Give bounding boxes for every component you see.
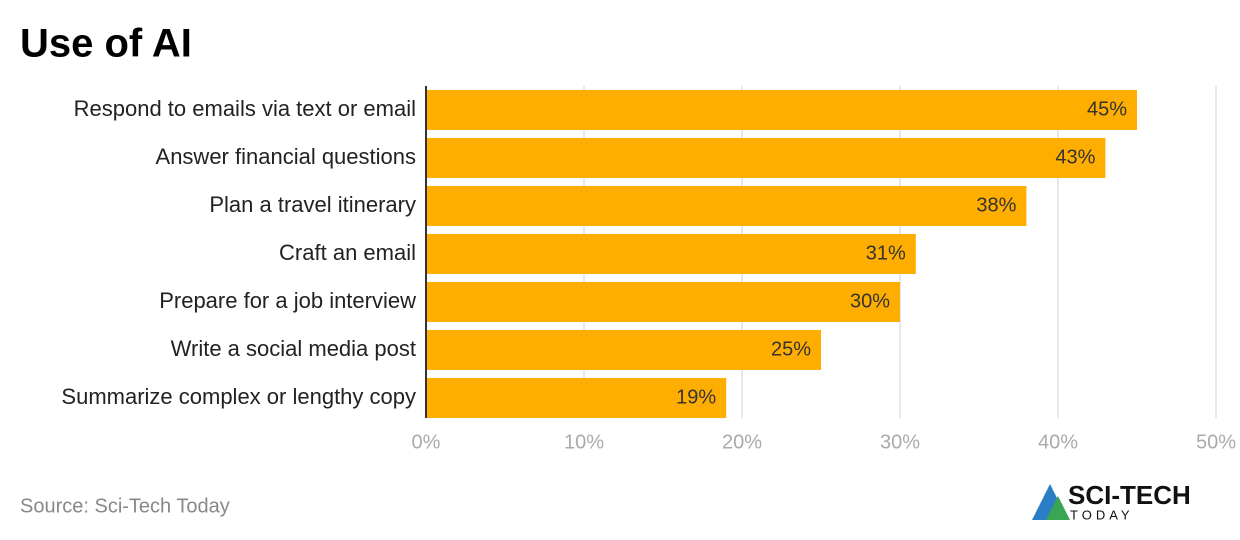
bar <box>426 90 1137 130</box>
x-tick-label: 40% <box>1038 431 1078 453</box>
y-tick-label: Answer financial questions <box>156 144 416 169</box>
value-label: 30% <box>850 290 890 312</box>
source: Source: Sci-Tech Today <box>20 495 230 517</box>
bar <box>426 282 900 322</box>
y-tick-label: Respond to emails via text or email <box>74 96 416 121</box>
y-tick-label: Prepare for a job interview <box>159 288 416 313</box>
value-label: 38% <box>976 194 1016 216</box>
value-label: 31% <box>866 242 906 264</box>
y-tick-label: Write a social media post <box>171 336 416 361</box>
chart-title: Use of AI <box>20 22 192 66</box>
x-tick-label: 10% <box>564 431 604 453</box>
logo-name: SCI-TECH <box>1068 480 1191 510</box>
bar <box>426 234 916 274</box>
y-tick-label: Craft an email <box>279 240 416 265</box>
y-tick-label: Plan a travel itinerary <box>209 192 416 217</box>
bar <box>426 330 821 370</box>
x-tick-label: 50% <box>1196 431 1236 453</box>
x-tick-label: 0% <box>412 431 441 453</box>
y-tick-label: Summarize complex or lengthy copy <box>61 384 416 409</box>
value-label: 19% <box>676 386 716 408</box>
x-tick-label: 30% <box>880 431 920 453</box>
bar <box>426 138 1106 178</box>
bar <box>426 378 727 418</box>
value-label: 43% <box>1055 146 1095 168</box>
logo-icon-accent <box>1046 496 1070 520</box>
value-label: 25% <box>771 338 811 360</box>
logo: SCI-TECH TODAY <box>1032 480 1191 522</box>
value-label: 45% <box>1087 98 1127 120</box>
logo-tagline: TODAY <box>1070 507 1134 522</box>
bar <box>426 186 1027 226</box>
x-tick-label: 20% <box>722 431 762 453</box>
